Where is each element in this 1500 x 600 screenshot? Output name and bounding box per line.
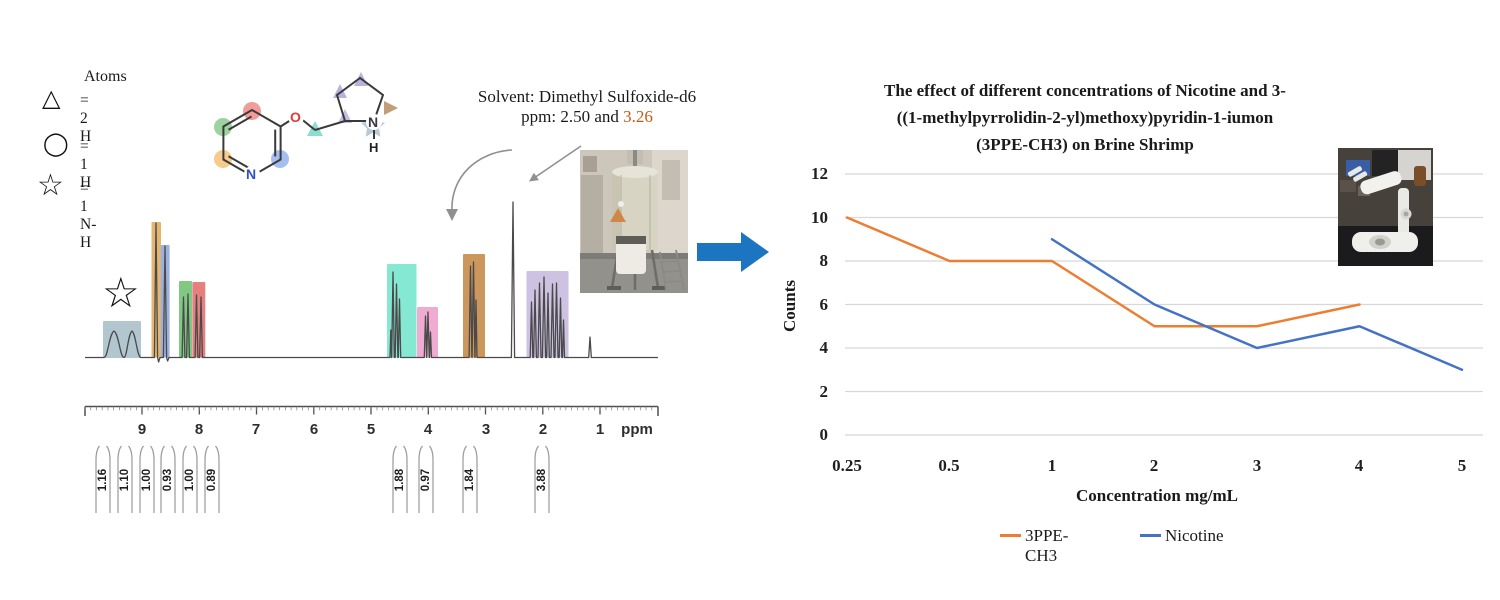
- ppm-tick-label: 4: [423, 421, 433, 438]
- nh-h-label: H: [369, 140, 379, 155]
- solvent-annotation: Solvent: Dimethyl Sulfoxide-d6 ppm: 2.50…: [437, 87, 737, 127]
- x-axis-title: Concentration mg/mL: [1076, 486, 1238, 505]
- x-tick-label: 0.5: [938, 456, 960, 475]
- y-tick-label: 12: [811, 164, 828, 183]
- chart-title-line2: ((1-methylpyrrolidin-2-yl)methoxy)pyridi…: [896, 108, 1274, 127]
- x-tick-label: 4: [1354, 456, 1364, 475]
- nmr-spectrum-trace: [85, 201, 658, 363]
- y-tick-label: 6: [819, 295, 829, 314]
- circle-legend-label: = 1 H: [80, 138, 92, 191]
- chart-title-line1: The effect of different concentrations o…: [884, 81, 1286, 100]
- integral-value: 0.93: [162, 468, 174, 492]
- series2-legend-label: Nicotine: [1165, 526, 1224, 545]
- ppm-tick-label: 6: [309, 421, 319, 438]
- integral-value: 1.00: [141, 468, 153, 492]
- star-icon: ☆: [37, 168, 64, 203]
- x-tick-label: 1: [1047, 456, 1057, 475]
- integral-value: 1.10: [119, 468, 131, 492]
- y-tick-label: 8: [819, 251, 829, 270]
- y-axis-title: Counts: [780, 280, 799, 332]
- series2-legend-dash: [1140, 534, 1161, 537]
- y-tick-label: 4: [819, 338, 829, 357]
- solvent-line1: Solvent: Dimethyl Sulfoxide-d6: [477, 87, 697, 106]
- star-legend-label: = 1 N-H: [80, 180, 97, 251]
- integral-value: 1.88: [394, 468, 406, 492]
- ppm-tick-label: 5: [366, 421, 376, 438]
- ppm-unit-label: ppm: [621, 421, 653, 438]
- triangle-icon: △: [42, 84, 61, 112]
- ppm-tick-label: 8: [194, 421, 204, 438]
- solvent-line2: ppm: 2.50 and 3.26: [521, 107, 653, 126]
- ppm-tick-label: 2: [538, 421, 548, 438]
- series1-legend-dash: [1000, 534, 1021, 537]
- nmr-highlight-boxes: [103, 222, 569, 358]
- chart-title-line3: (3PPE-CH3) on Brine Shrimp: [976, 135, 1194, 154]
- ppm-tick-label: 9: [137, 421, 147, 438]
- ether-o-label: O: [290, 109, 301, 125]
- solvent-ppm-highlight: 3.26: [623, 107, 653, 126]
- integral-value: 1.00: [184, 468, 196, 492]
- circle-icon: ◯: [43, 131, 69, 157]
- ppm-tick-label: 3: [481, 421, 491, 438]
- solvent-annotation-arrows: [446, 145, 582, 221]
- ppm-axis-ruler: [84, 405, 659, 416]
- integral-value: 0.89: [206, 468, 218, 492]
- x-tick-label: 5: [1457, 456, 1467, 475]
- ppm-tick-label: 1: [595, 421, 605, 438]
- chart-title: The effect of different concentrations o…: [780, 77, 1390, 158]
- y-tick-label: 2: [819, 382, 829, 401]
- nh-star-annotation: ☆: [102, 268, 140, 317]
- integral-value: 0.97: [420, 468, 432, 492]
- nmr-spectrometer-photo: [580, 150, 688, 293]
- integral-value: 1.16: [97, 468, 109, 492]
- pyrrolidine-n-label: N: [368, 114, 379, 130]
- flow-arrow: [697, 232, 769, 272]
- integral-value: 3.88: [536, 468, 548, 492]
- y-tick-label: 10: [811, 208, 828, 227]
- integral-value: 1.84: [464, 468, 476, 492]
- x-tick-label: 2: [1149, 456, 1159, 475]
- series1-legend-label: 3PPE-CH3: [1025, 526, 1069, 565]
- triangle-legend-label: = 2 H: [80, 92, 92, 145]
- pyridine-n-label: N: [246, 166, 257, 182]
- atoms-legend-title: Atoms: [84, 68, 127, 85]
- ppm-tick-label: 7: [251, 421, 261, 438]
- x-tick-label: 0.25: [832, 456, 862, 475]
- x-tick-label: 3: [1252, 456, 1262, 475]
- y-tick-label: 0: [819, 425, 829, 444]
